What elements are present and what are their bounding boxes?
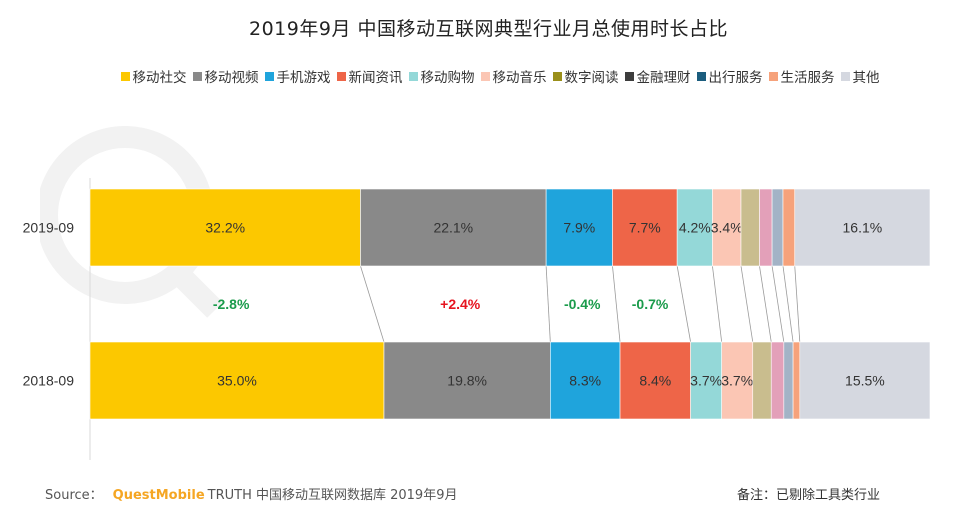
legend-label: 移动视频 — [204, 70, 259, 86]
bar-segment — [676, 188, 713, 267]
connector-line — [782, 265, 794, 343]
data-label: 16.1% — [843, 220, 883, 236]
data-label: 35.0% — [217, 373, 257, 389]
legend-swatch — [768, 71, 778, 81]
change-label: -2.8% — [213, 296, 250, 312]
legend-item: 移动音乐 — [480, 66, 547, 86]
connector-line — [612, 265, 621, 343]
legend-label: 金融理财 — [636, 70, 691, 86]
bar-segment — [782, 188, 796, 267]
note-label: 备注： — [737, 488, 777, 503]
bar-segment — [752, 341, 772, 420]
change-label: +2.4% — [440, 296, 481, 312]
legend-label: 新闻资讯 — [348, 70, 403, 86]
data-label: 7.9% — [563, 220, 595, 236]
bar-segment — [545, 188, 613, 267]
legend-label: 数字阅读 — [564, 70, 619, 86]
legend-swatch — [408, 71, 418, 81]
note-text: 已剔除工具类行业 — [776, 488, 881, 503]
connector-line — [545, 265, 551, 343]
data-label: 8.4% — [639, 373, 671, 389]
legend-item: 生活服务 — [768, 66, 835, 86]
source-footer: Source： QuestMobile TRUTH 中国移动互联网数据库 2019年… — [45, 484, 457, 503]
legend-label: 移动社交 — [132, 70, 187, 86]
legend-swatch — [192, 71, 202, 81]
bar-segment — [721, 341, 754, 420]
legend-item: 数字阅读 — [552, 66, 619, 86]
bar-segment — [550, 341, 621, 420]
change-label: -0.7% — [632, 296, 669, 312]
legend-label: 移动音乐 — [492, 70, 547, 86]
change-label: -0.4% — [564, 296, 601, 312]
chart-legend: 移动社交 移动视频 手机游戏 新闻资讯 移动购物 移动音乐 数字阅读 金融理财 出行服务 生活服务… — [30, 66, 970, 86]
bar-segment — [792, 341, 801, 420]
legend-item: 移动购物 — [408, 66, 475, 86]
bar-segment — [799, 341, 931, 420]
data-label: 8.3% — [569, 373, 601, 389]
legend-item: 移动社交 — [120, 66, 187, 86]
data-label: 3.4% — [711, 220, 743, 236]
connector-line — [676, 265, 691, 343]
legend-item: 手机游戏 — [264, 66, 331, 86]
connector-line — [740, 265, 754, 343]
data-label: 22.1% — [433, 220, 473, 236]
bar-segment — [690, 341, 722, 420]
legend-swatch — [696, 71, 706, 81]
footnote: 备注：已剔除工具类行业 — [737, 484, 880, 503]
chart-title: 2019年9月 中国移动互联网典型行业月总使用时长占比 — [249, 18, 728, 40]
legend-swatch — [840, 71, 850, 81]
data-label: 4.2% — [679, 220, 711, 236]
bar-segment — [770, 341, 785, 420]
legend-item: 新闻资讯 — [336, 66, 403, 86]
bar-segment — [612, 188, 678, 267]
legend-label: 手机游戏 — [276, 70, 331, 86]
connector-line — [360, 265, 385, 343]
category-label: 2019-09 — [23, 220, 75, 236]
legend-label: 其他 — [852, 70, 880, 86]
bar-segment — [712, 188, 742, 267]
legend-swatch — [552, 71, 562, 81]
legend-swatch — [120, 71, 130, 81]
bar-segment — [783, 341, 794, 420]
legend-swatch — [480, 71, 490, 81]
legend-swatch — [624, 71, 634, 81]
category-label: 2018-09 — [23, 373, 75, 389]
data-label: 32.2% — [205, 220, 245, 236]
bar-segment — [759, 188, 773, 267]
legend-label: 生活服务 — [780, 70, 835, 86]
legend-label: 出行服务 — [708, 70, 763, 86]
data-label: 3.7% — [690, 373, 722, 389]
bar-segment — [89, 341, 385, 420]
data-label: 15.5% — [845, 373, 885, 389]
data-label: 7.7% — [629, 220, 661, 236]
source-text: TRUTH 中国移动互联网数据库 2019年9月 — [207, 488, 458, 503]
connector-line — [771, 265, 785, 343]
connector-line — [712, 265, 723, 343]
bar-segment — [794, 188, 931, 267]
connector-line — [794, 265, 801, 343]
legend-label: 移动购物 — [420, 70, 475, 86]
legend-swatch — [336, 71, 346, 81]
legend-swatch — [264, 71, 274, 81]
legend-item: 金融理财 — [624, 66, 691, 86]
bar-segment — [771, 188, 784, 267]
questmobile-brand: QuestMobile — [112, 488, 205, 503]
data-label: 19.8% — [447, 373, 487, 389]
legend-item: 出行服务 — [696, 66, 763, 86]
bar-segment — [740, 188, 760, 267]
legend-item: 其他 — [840, 66, 880, 86]
data-label: 3.7% — [721, 373, 753, 389]
bar-segment — [89, 188, 361, 267]
source-label: Source： — [45, 488, 103, 503]
connector-line — [759, 265, 772, 343]
legend-item: 移动视频 — [192, 66, 259, 86]
